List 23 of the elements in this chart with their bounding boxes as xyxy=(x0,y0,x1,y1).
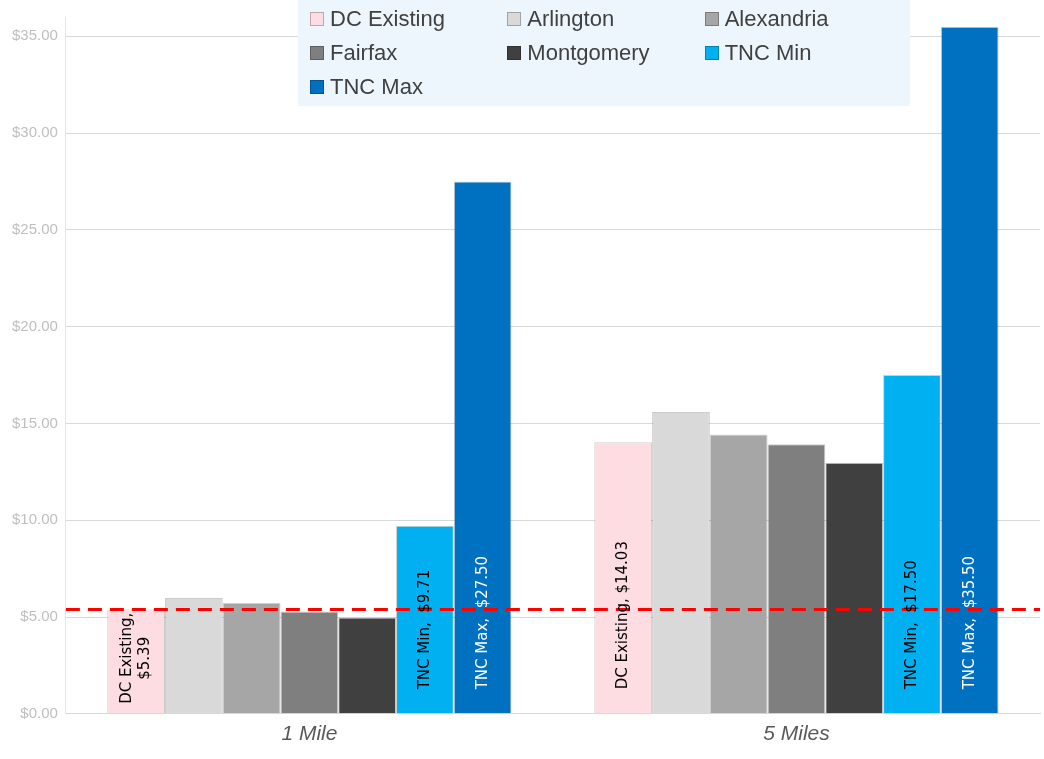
data-label: TNC Max, $35.50 xyxy=(959,555,978,691)
legend-label: TNC Max xyxy=(329,74,424,100)
data-label: DC Existing, $5.39 xyxy=(117,612,154,704)
y-tick-label: $10.00 xyxy=(11,510,58,528)
data-label: TNC Max, $27.50 xyxy=(472,555,491,691)
legend-label: Arlington xyxy=(526,6,616,32)
y-tick-label: $35.00 xyxy=(11,26,58,44)
y-tick-label: $20.00 xyxy=(11,316,58,334)
data-label: TNC Min, $9.71 xyxy=(414,569,433,691)
y-tick-label: $0.00 xyxy=(20,703,58,721)
y-tick-label: $5.00 xyxy=(20,607,58,625)
y-tick-label: $30.00 xyxy=(11,123,58,141)
legend-label: DC Existing xyxy=(329,6,446,32)
x-tick-label: 1 Mile xyxy=(281,721,338,745)
legend-label: Montgomery xyxy=(526,40,651,66)
legend-label: Fairfax xyxy=(329,40,399,66)
data-label: DC Existing, $14.03 xyxy=(613,541,632,690)
legend-label: Alexandria xyxy=(723,6,830,32)
x-tick-label: 5 Miles xyxy=(763,721,831,745)
data-label: TNC Min, $17.50 xyxy=(901,560,920,691)
y-tick-label: $15.00 xyxy=(11,413,58,431)
y-tick-label: $25.00 xyxy=(11,220,58,238)
legend-label: TNC Min xyxy=(723,40,813,66)
